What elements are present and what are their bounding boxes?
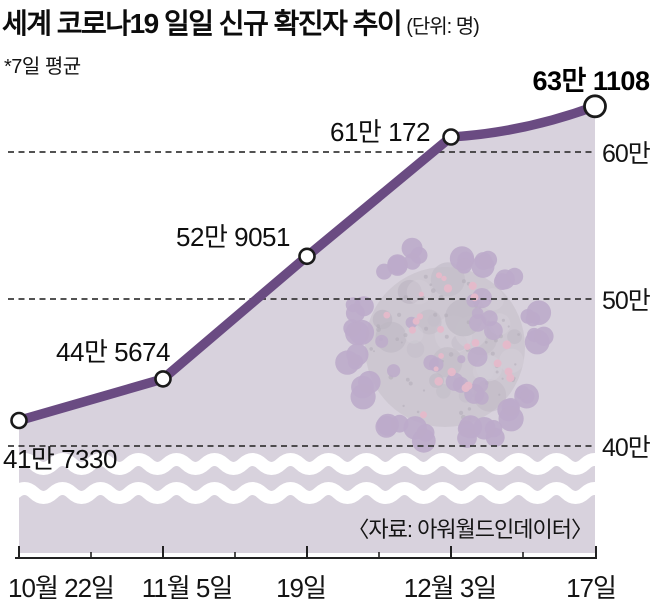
- average-note: *7일 평균: [4, 56, 81, 78]
- data-label: 44만 5674: [56, 337, 170, 367]
- data-label: 41만 7330: [3, 444, 117, 474]
- data-point-marker: [298, 247, 316, 266]
- source-credit: 〈자료: 아워월드인데이터〉: [347, 517, 592, 542]
- wave-stripe: [19, 453, 595, 475]
- data-label: 52만 9051: [176, 222, 290, 252]
- x-tick-label: 10월 22일: [8, 573, 114, 603]
- axis-break-waves: [19, 453, 595, 504]
- page-title: 세계 코로나19 일일 신규 확진자 추이: [2, 8, 403, 39]
- x-tick-label: 19일: [276, 573, 326, 603]
- y-tick-label: 60만: [602, 140, 651, 168]
- data-label-latest: 63만 1108: [533, 66, 650, 96]
- x-axis-minor-ticks: [90, 552, 524, 558]
- area-fill: [19, 106, 595, 554]
- y-axis-labels: 60만 50만 40만: [602, 140, 652, 462]
- data-point-marker: [10, 411, 28, 430]
- wave-stripe: [19, 482, 595, 504]
- x-axis-labels: 10월 22일 11월 5일 19일 12월 3일 17일: [8, 573, 617, 603]
- data-point-marker: [442, 128, 460, 146]
- gridlines: [8, 151, 593, 447]
- data-labels: 41만 7330 44만 5674 52만 9051 61만 172 63만 1…: [3, 66, 650, 474]
- data-point-marker-latest: [583, 94, 607, 119]
- data-markers: [10, 94, 607, 430]
- y-tick-label: 40만: [602, 434, 651, 462]
- y-tick-label: 50만: [602, 287, 651, 315]
- x-tick-label: 17일: [566, 573, 616, 603]
- data-label: 61만 172: [330, 117, 430, 147]
- data-point-marker: [154, 370, 172, 388]
- unit-note: (단위: 명): [406, 16, 480, 38]
- x-axis-major-ticks: [18, 546, 597, 558]
- x-axis: [15, 546, 597, 559]
- x-tick-label: 11월 5일: [142, 573, 233, 603]
- header: 세계 코로나19 일일 신규 확진자 추이 (단위: 명): [2, 2, 480, 42]
- x-tick-label: 12월 3일: [404, 573, 496, 603]
